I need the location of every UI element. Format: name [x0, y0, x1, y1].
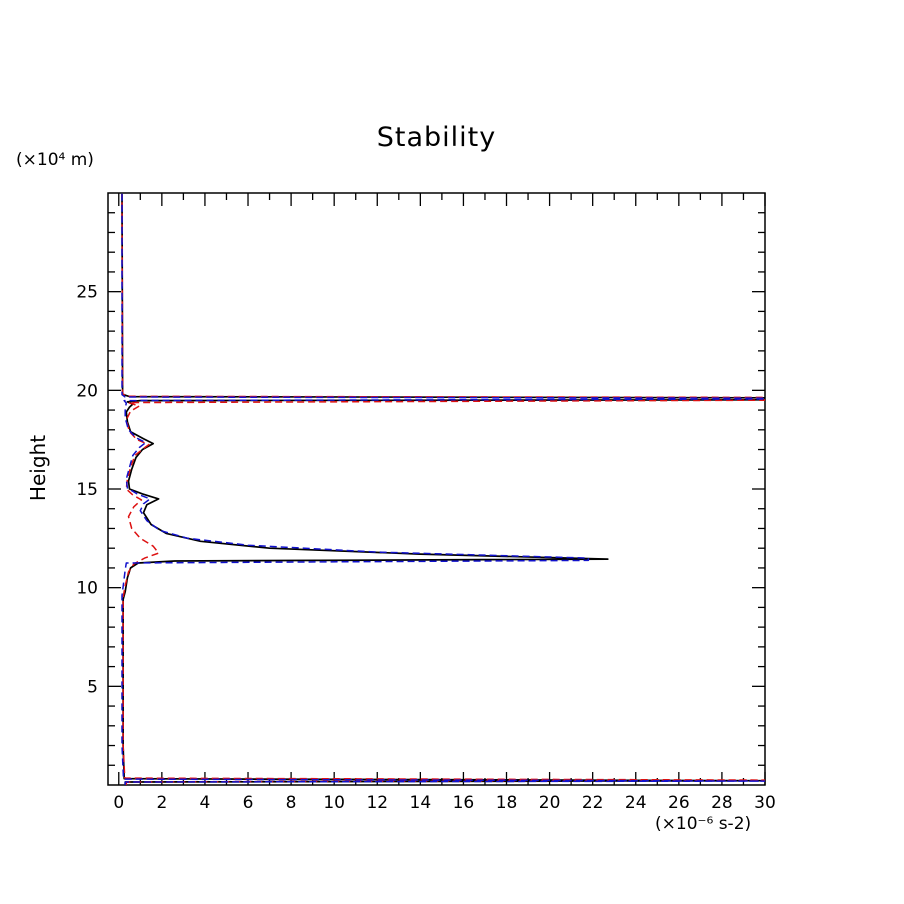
x-axis-ticks [118, 193, 766, 785]
y-tick-labels: 5 10 15 20 25 [76, 283, 98, 698]
x-axis-unit-label: (×10⁻⁶ s-2) [655, 814, 752, 834]
y-tick-label: 10 [76, 579, 98, 599]
y-tick-label: 25 [76, 283, 98, 303]
x-tick-label: 26 [668, 793, 690, 813]
x-tick-label: 2 [156, 793, 167, 813]
y-axis-unit-label: (×10⁴ m) [16, 150, 94, 170]
y-tick-label: 20 [76, 381, 98, 401]
x-tick-label: 4 [200, 793, 211, 813]
y-axis-ticks [108, 212, 765, 766]
x-tick-label: 8 [286, 793, 297, 813]
profile-black-solid [121, 193, 765, 785]
y-axis-label: Height [26, 434, 50, 502]
x-tick-label: 18 [496, 793, 518, 813]
x-tick-label: 0 [113, 793, 124, 813]
x-tick-label: 30 [754, 793, 776, 813]
x-tick-labels: 0 2 4 6 8 10 12 14 16 18 20 22 24 26 28 30 [113, 793, 775, 813]
y-tick-label: 5 [87, 677, 98, 697]
x-tick-label: 6 [243, 793, 254, 813]
profile-red-dashed [121, 193, 765, 785]
y-tick-label: 15 [76, 480, 98, 500]
x-tick-label: 12 [366, 793, 388, 813]
x-tick-label: 22 [582, 793, 604, 813]
plot-frame [107, 192, 766, 786]
x-tick-label: 24 [625, 793, 647, 813]
page-title: Stability [376, 122, 497, 153]
x-tick-label: 28 [711, 793, 733, 813]
series-lines [121, 193, 765, 785]
profile-blue-dashed [121, 193, 765, 785]
x-tick-label: 16 [453, 793, 475, 813]
x-tick-label: 20 [539, 793, 561, 813]
x-tick-label: 10 [323, 793, 345, 813]
x-tick-label: 14 [410, 793, 432, 813]
